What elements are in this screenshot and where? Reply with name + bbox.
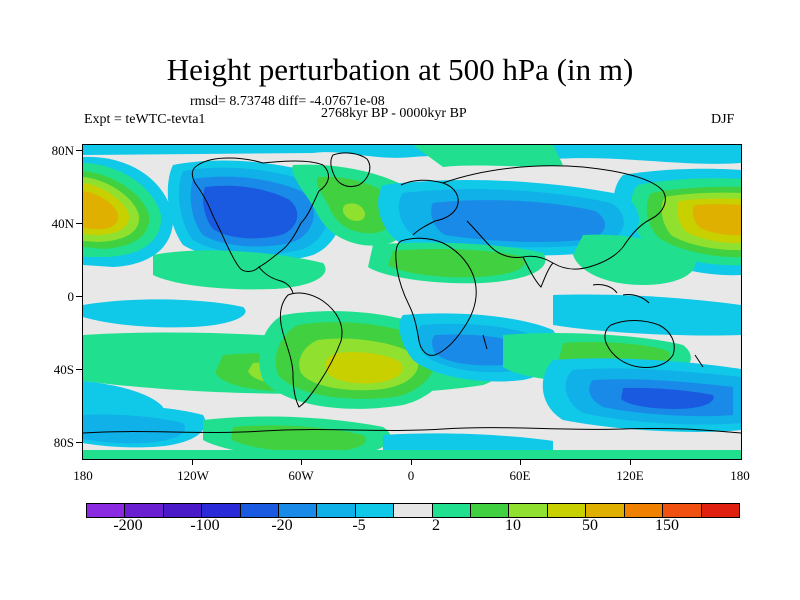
contour-region-light_blue xyxy=(83,414,186,444)
colorbar-label: 2 xyxy=(432,517,440,534)
lon-label-60w: 60W xyxy=(288,468,314,483)
colorbar-box xyxy=(509,504,548,517)
lat-label-80s: 80S xyxy=(53,435,74,450)
lon-label-0: 0 xyxy=(407,468,415,483)
coastlines xyxy=(83,152,741,434)
contour-region-blue xyxy=(621,387,714,409)
colorbar-label: 150 xyxy=(655,517,679,534)
colorbar-label: -5 xyxy=(352,517,366,534)
lat-label-40n: 40N xyxy=(51,216,74,231)
contour-region-mid_blue xyxy=(431,200,606,242)
colorbar-box xyxy=(202,504,241,517)
lat-tick xyxy=(76,296,82,297)
experiment-label: Expt = teWTC-tevta1 xyxy=(84,112,206,127)
colorbar-box xyxy=(547,504,587,517)
contour-region-cyan xyxy=(553,294,741,336)
lat-label-eq: 0 xyxy=(67,289,75,304)
colorbar-box xyxy=(624,504,664,517)
lat-tick xyxy=(76,369,82,370)
colorbar-box xyxy=(317,504,356,517)
contour-region-yellow xyxy=(325,352,403,384)
colorbar-label: -200 xyxy=(113,517,143,534)
colorbar-box xyxy=(163,504,203,517)
lon-label-120w: 120W xyxy=(177,468,209,483)
lon-label-120e: 120E xyxy=(616,468,644,483)
contour-map xyxy=(82,144,742,460)
colorbar-label: 10 xyxy=(505,517,521,534)
lon-tick xyxy=(411,459,412,465)
contour-region-teal xyxy=(83,450,741,459)
colorbar-box xyxy=(355,504,395,517)
period-label: 2768kyr BP - 0000kyr BP xyxy=(321,106,467,121)
colorbar-box xyxy=(87,504,126,517)
colorbar-box xyxy=(471,504,510,517)
contour-region-yellow_green xyxy=(342,203,366,221)
contour-region-teal xyxy=(153,250,326,290)
contour-region-blue xyxy=(203,185,298,239)
colorbar-label: -100 xyxy=(190,517,220,534)
contour-region-mid_blue xyxy=(432,334,525,366)
colorbar-box xyxy=(701,504,739,517)
lon-label-180e: 180 xyxy=(730,468,750,483)
lon-label-60e: 60E xyxy=(509,468,531,483)
colorbar-box xyxy=(432,504,472,517)
lat-label-80n: 80N xyxy=(51,143,74,158)
lon-tick xyxy=(192,459,193,465)
colorbar-box xyxy=(586,504,625,517)
colorbar xyxy=(86,503,740,518)
lon-tick xyxy=(520,459,521,465)
contour-region-green xyxy=(388,249,526,278)
colorbar-box xyxy=(125,504,164,517)
colorbar-box xyxy=(279,504,318,517)
colorbar-box xyxy=(663,504,702,517)
contour-region-teal xyxy=(413,145,563,167)
contour-region-green xyxy=(231,425,367,453)
lat-tick xyxy=(76,442,82,443)
colorbar-label: -20 xyxy=(271,517,293,534)
contour-region-teal xyxy=(573,234,696,285)
contour-region-orange xyxy=(83,191,119,230)
contour-region-cyan xyxy=(83,299,246,328)
colorbar-label: 50 xyxy=(582,517,598,534)
contour-fills xyxy=(83,145,741,459)
lon-tick xyxy=(301,459,302,465)
lon-label-180w: 180 xyxy=(73,468,93,483)
lat-label-40s: 40S xyxy=(53,362,74,377)
rmsd-diff-label: rmsd= 8.73748 diff= -4.07671e-08 xyxy=(190,94,385,109)
colorbar-box xyxy=(394,504,433,517)
season-label: DJF xyxy=(711,112,735,127)
contour-region-orange xyxy=(692,204,741,236)
colorbar-box xyxy=(240,504,280,517)
lat-tick xyxy=(76,223,82,224)
map-title: Height perturbation at 500 hPa (in m) xyxy=(166,52,634,87)
lat-tick xyxy=(76,150,82,151)
contour-region-cyan xyxy=(83,145,741,164)
lon-tick xyxy=(630,459,631,465)
